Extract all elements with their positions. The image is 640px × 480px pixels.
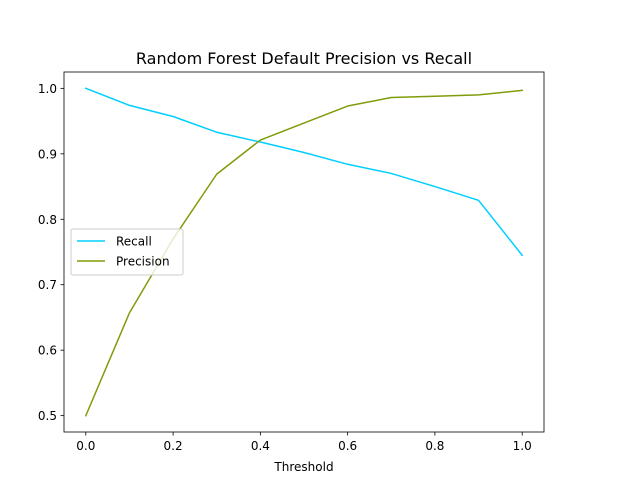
plot-area: 0.0 0.2 0.4 0.6 0.8 1.0 0.5 0.6 0.7 0.8 0.9 1.0 [38, 71, 545, 453]
legend-label-recall: Recall [116, 235, 152, 249]
x-tick-label: 1.0 [513, 439, 532, 453]
plot-frame [63, 71, 545, 433]
series-line-recall [84, 87, 524, 257]
y-tick-label: 0.5 [38, 409, 57, 423]
x-tick-label: 0.2 [164, 439, 183, 453]
y-tick-label: 0.9 [38, 147, 57, 161]
y-tick-label: 0.8 [38, 213, 57, 227]
chart-title: Random Forest Default Precision vs Recal… [136, 49, 472, 68]
y-tick-label: 0.6 [38, 344, 57, 358]
y-tick-label: 0.7 [38, 278, 57, 292]
x-tick-label: 0.0 [76, 439, 95, 453]
x-tick-label: 0.6 [338, 439, 357, 453]
legend: Recall Precision [70, 228, 184, 276]
legend-label-precision: Precision [116, 255, 170, 269]
x-axis-title: Threshold [273, 460, 333, 474]
y-tick-label: 1.0 [38, 82, 57, 96]
x-tick-label: 0.4 [251, 439, 270, 453]
x-tick-label: 0.8 [425, 439, 444, 453]
